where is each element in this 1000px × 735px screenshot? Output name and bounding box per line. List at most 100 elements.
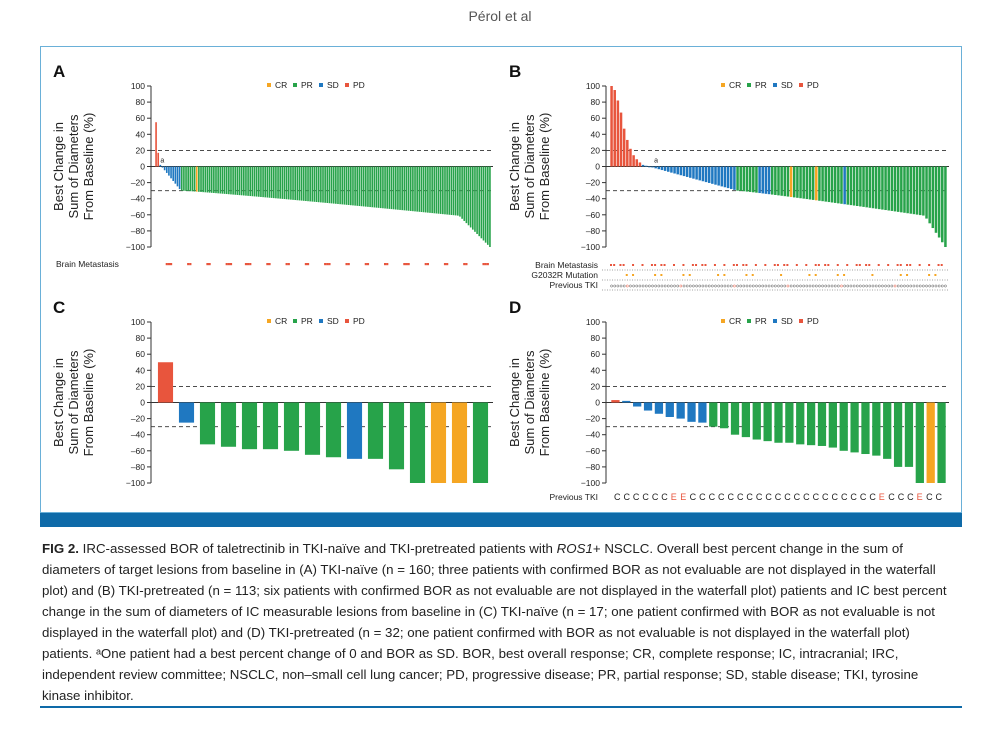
bar-sd — [633, 402, 642, 407]
bar-pr — [840, 166, 843, 204]
bar-pr — [238, 166, 241, 196]
bar-pr — [253, 166, 256, 197]
y-tick-label: –40 — [586, 430, 600, 440]
bar-sd — [172, 166, 175, 181]
previous-tki-code: C — [737, 492, 744, 502]
bar-pd — [638, 162, 642, 167]
bar-pr — [354, 166, 356, 206]
bar-sd — [170, 166, 172, 179]
previous-tki-mark — [723, 284, 727, 288]
bar-pr — [903, 166, 906, 213]
previous-tki-mark — [890, 284, 894, 288]
previous-tki-mark — [903, 284, 906, 288]
bar-pr — [199, 402, 216, 445]
bar-pr — [465, 166, 468, 224]
y-tick-label: 0 — [140, 162, 145, 172]
annotation-mark — [824, 264, 827, 266]
bar-cr — [926, 402, 935, 483]
y-axis-label: Best Change in Sum of Diameters From Basel… — [507, 349, 552, 457]
bar-pr — [944, 166, 947, 247]
caption-text-start: IRC-assessed BOR of taletrectinib in TKI… — [82, 541, 557, 556]
legend-label-pr: PR — [755, 80, 767, 90]
bar-pr — [328, 166, 331, 204]
legend-label-sd: SD — [327, 316, 339, 326]
y-tick-label: 20 — [136, 381, 146, 391]
bar-sd — [679, 166, 683, 176]
y-tick-label: 100 — [586, 317, 600, 327]
previous-tki-mark — [887, 284, 891, 288]
annotation-mark — [695, 264, 698, 266]
bar-cr — [789, 166, 793, 197]
previous-tki-mark — [733, 284, 736, 288]
bar-pr — [367, 402, 384, 459]
annotation-mark — [660, 264, 663, 266]
previous-tki-mark — [729, 284, 733, 288]
bar-pr — [300, 166, 303, 201]
bar-pr — [245, 166, 247, 196]
previous-tki-mark — [862, 284, 865, 288]
bar-pr — [839, 402, 848, 451]
annotation-mark — [868, 264, 871, 266]
legend-label-pd: PD — [353, 80, 365, 90]
bar-pr — [189, 166, 192, 192]
previous-tki-mark — [764, 284, 768, 288]
bar-pr — [183, 166, 185, 191]
bar-pr — [397, 166, 399, 210]
annotation-mark — [827, 264, 830, 266]
previous-tki-mark — [770, 284, 774, 288]
bar-pd — [157, 152, 160, 167]
bar-pr — [828, 402, 837, 448]
previous-tki-mark — [925, 284, 928, 288]
bar-pr — [934, 166, 938, 233]
bar-pr — [833, 166, 837, 203]
bar-sd — [643, 402, 653, 411]
bar-sd — [711, 166, 714, 184]
panel-b: B Best Change in Sum of Diameters From Base… — [507, 62, 949, 252]
bar-sd — [161, 166, 164, 168]
y-tick-label: –40 — [586, 194, 600, 204]
bars-c — [157, 362, 489, 483]
bar-pr — [422, 166, 425, 213]
previous-tki-mark — [673, 284, 676, 288]
annotation-mark — [780, 274, 783, 276]
y-tick-label: 60 — [136, 349, 146, 359]
bar-pr — [846, 166, 850, 205]
bar-pr — [401, 166, 403, 211]
previous-tki-code: E — [917, 492, 923, 502]
previous-tki-code: C — [898, 492, 905, 502]
y-axis-label-line: Best Change in — [507, 358, 522, 447]
annotation-mark — [463, 263, 466, 266]
bar-pr — [416, 166, 418, 212]
bar-pr — [200, 166, 202, 192]
y-tick-label: –80 — [586, 226, 600, 236]
previous-tki-mark — [679, 284, 683, 288]
bar-pr — [407, 166, 410, 211]
annotation-label-brain-metastasis: Brain Metastasis — [56, 259, 119, 269]
bar-pr — [818, 166, 821, 201]
previous-tki-mark — [852, 284, 856, 288]
previous-tki-code: C — [746, 492, 753, 502]
annotation-mark — [654, 274, 657, 276]
annotation-mark — [934, 274, 937, 276]
bar-pr — [941, 166, 944, 243]
previous-tki-mark — [792, 284, 796, 288]
previous-tki-code: C — [869, 492, 876, 502]
previous-tki-mark — [940, 284, 944, 288]
bar-pr — [364, 166, 367, 207]
bar-pr — [817, 402, 827, 446]
previous-tki-mark — [881, 284, 884, 288]
bar-pr — [437, 166, 440, 214]
annotation-mark — [928, 264, 931, 266]
bar-pr — [783, 166, 787, 197]
bar-pr — [748, 166, 752, 192]
bar-pr — [240, 166, 243, 196]
bar-pr — [774, 166, 777, 195]
bar-pr — [883, 402, 892, 459]
annotation-mark — [887, 264, 890, 266]
bar-pr — [478, 166, 481, 237]
bar-pr — [452, 166, 455, 216]
bar-cr — [451, 402, 468, 483]
bar-pr — [277, 166, 279, 199]
annotation-mark — [836, 264, 839, 266]
bar-pr — [450, 166, 453, 215]
